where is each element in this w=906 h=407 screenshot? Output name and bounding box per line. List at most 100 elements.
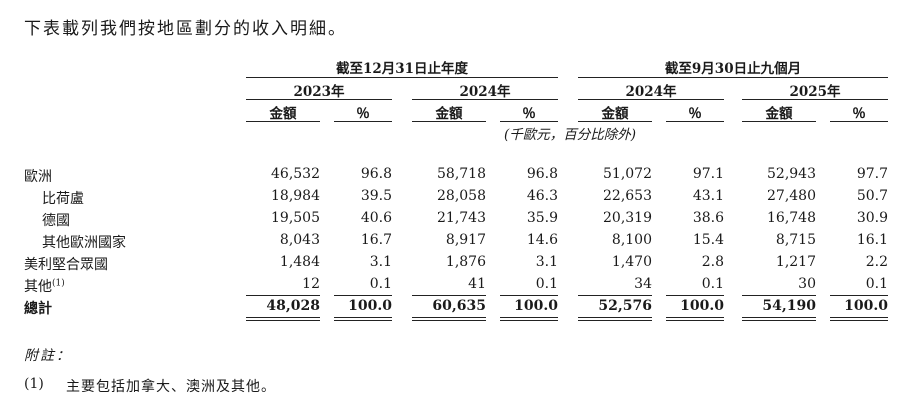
row-label-other-text: 其他 bbox=[24, 279, 52, 295]
col-header-amount-rule bbox=[578, 121, 652, 122]
cell-amount: 52,943 bbox=[767, 166, 816, 182]
cell-amount: 30 bbox=[798, 276, 816, 292]
col-header-amount-rule bbox=[742, 121, 816, 122]
cell-percent-total: 100.0 bbox=[680, 298, 724, 314]
cell-amount: 20,319 bbox=[603, 210, 652, 226]
cell-percent: 40.6 bbox=[360, 210, 392, 226]
footnote-number: (1) bbox=[24, 376, 44, 392]
cell-amount: 27,480 bbox=[767, 188, 816, 204]
cell-amount: 1,470 bbox=[611, 254, 652, 270]
subtotal-rule bbox=[334, 295, 392, 296]
col-header-percent: ％ bbox=[688, 106, 702, 122]
row-label-total: 總計 bbox=[24, 301, 52, 317]
cell-percent: 38.6 bbox=[692, 210, 724, 226]
cell-amount-total: 54,190 bbox=[762, 298, 816, 314]
year-header-2025-9m: 2025年 bbox=[789, 84, 841, 100]
row-label-germany: 德國 bbox=[42, 213, 70, 229]
cell-percent: 0.1 bbox=[701, 276, 724, 292]
cell-percent: 0.1 bbox=[865, 276, 888, 292]
cell-amount: 22,653 bbox=[603, 188, 652, 204]
cell-percent: 97.1 bbox=[692, 166, 724, 182]
cell-amount: 28,058 bbox=[437, 188, 486, 204]
cell-percent: 16.7 bbox=[360, 232, 392, 248]
group-header-full-year: 截至12月31日止年度 bbox=[335, 61, 469, 77]
total-double-rule bbox=[412, 317, 486, 321]
cell-percent: 39.5 bbox=[360, 188, 392, 204]
year-header-2023-rule bbox=[246, 99, 392, 100]
cell-percent: 3.1 bbox=[369, 254, 392, 270]
year-header-2024-9m: 2024年 bbox=[625, 84, 677, 100]
cell-amount: 8,100 bbox=[611, 232, 652, 248]
cell-amount: 46,532 bbox=[271, 166, 320, 182]
total-double-rule bbox=[246, 317, 320, 321]
subtotal-rule bbox=[742, 295, 816, 296]
cell-percent: 35.9 bbox=[526, 210, 558, 226]
footnote-text: 主要包括加拿大、澳洲及其他。 bbox=[66, 379, 276, 395]
cell-percent: 0.1 bbox=[369, 276, 392, 292]
cell-percent: 15.4 bbox=[692, 232, 724, 248]
cell-amount: 1,876 bbox=[445, 254, 486, 270]
row-label-benelux: 比荷盧 bbox=[42, 191, 84, 207]
cell-amount: 41 bbox=[468, 276, 486, 292]
col-header-percent-rule bbox=[830, 121, 888, 122]
row-label-other-europe: 其他歐洲國家 bbox=[42, 235, 126, 251]
cell-amount: 16,748 bbox=[767, 210, 816, 226]
year-header-2023: 2023年 bbox=[293, 84, 345, 100]
cell-percent-total: 100.0 bbox=[844, 298, 888, 314]
cell-amount-total: 52,576 bbox=[598, 298, 652, 314]
total-double-rule bbox=[578, 317, 652, 321]
total-double-rule bbox=[334, 317, 392, 321]
row-label-other: 其他(1) bbox=[24, 276, 65, 296]
unit-note: (千歐元，百分比除外) bbox=[503, 127, 637, 143]
col-header-amount-rule bbox=[246, 121, 320, 122]
group-header-nine-months-rule bbox=[578, 77, 888, 78]
cell-percent-total: 100.0 bbox=[348, 298, 392, 314]
cell-amount: 8,917 bbox=[445, 232, 486, 248]
total-double-rule bbox=[742, 317, 816, 321]
cell-percent: 2.2 bbox=[865, 254, 888, 270]
subtotal-rule bbox=[666, 295, 724, 296]
col-header-percent-rule bbox=[666, 121, 724, 122]
cell-percent: 50.7 bbox=[856, 188, 888, 204]
subtotal-rule bbox=[578, 295, 652, 296]
col-header-percent-rule bbox=[500, 121, 558, 122]
col-header-percent: ％ bbox=[852, 106, 866, 122]
total-double-rule bbox=[666, 317, 724, 321]
cell-percent: 30.9 bbox=[856, 210, 888, 226]
cell-amount: 19,505 bbox=[271, 210, 320, 226]
col-header-amount: 金額 bbox=[269, 106, 297, 122]
col-header-amount-rule bbox=[412, 121, 486, 122]
cell-percent: 14.6 bbox=[526, 232, 558, 248]
col-header-percent-rule bbox=[334, 121, 392, 122]
subtotal-rule bbox=[246, 295, 320, 296]
cell-amount: 34 bbox=[634, 276, 652, 292]
group-header-full-year-rule bbox=[246, 77, 558, 78]
row-label-usa: 美利堅合眾國 bbox=[24, 257, 108, 273]
cell-amount: 1,484 bbox=[279, 254, 320, 270]
cell-percent-total: 100.0 bbox=[514, 298, 558, 314]
cell-amount-total: 48,028 bbox=[266, 298, 320, 314]
col-header-percent: ％ bbox=[356, 106, 370, 122]
subtotal-rule bbox=[412, 295, 486, 296]
total-double-rule bbox=[500, 317, 558, 321]
subtotal-rule bbox=[500, 295, 558, 296]
cell-percent: 96.8 bbox=[360, 166, 392, 182]
cell-amount: 58,718 bbox=[437, 166, 486, 182]
footnote-marker: (1) bbox=[52, 278, 65, 289]
col-header-amount: 金額 bbox=[765, 106, 793, 122]
year-header-2024-9m-rule bbox=[578, 99, 724, 100]
cell-percent: 46.3 bbox=[526, 188, 558, 204]
col-header-amount: 金額 bbox=[601, 106, 629, 122]
notes-title: 附註： bbox=[24, 348, 72, 364]
col-header-percent: ％ bbox=[522, 106, 536, 122]
cell-amount: 18,984 bbox=[271, 188, 320, 204]
group-header-nine-months: 截至9月30日止九個月 bbox=[664, 61, 802, 77]
year-header-2024-fy: 2024年 bbox=[459, 84, 511, 100]
cell-percent: 2.8 bbox=[701, 254, 724, 270]
cell-percent: 3.1 bbox=[535, 254, 558, 270]
year-header-2025-9m-rule bbox=[742, 99, 888, 100]
cell-amount: 1,217 bbox=[775, 254, 816, 270]
cell-amount: 8,715 bbox=[775, 232, 816, 248]
cell-amount-total: 60,635 bbox=[432, 298, 486, 314]
subtotal-rule bbox=[830, 295, 888, 296]
